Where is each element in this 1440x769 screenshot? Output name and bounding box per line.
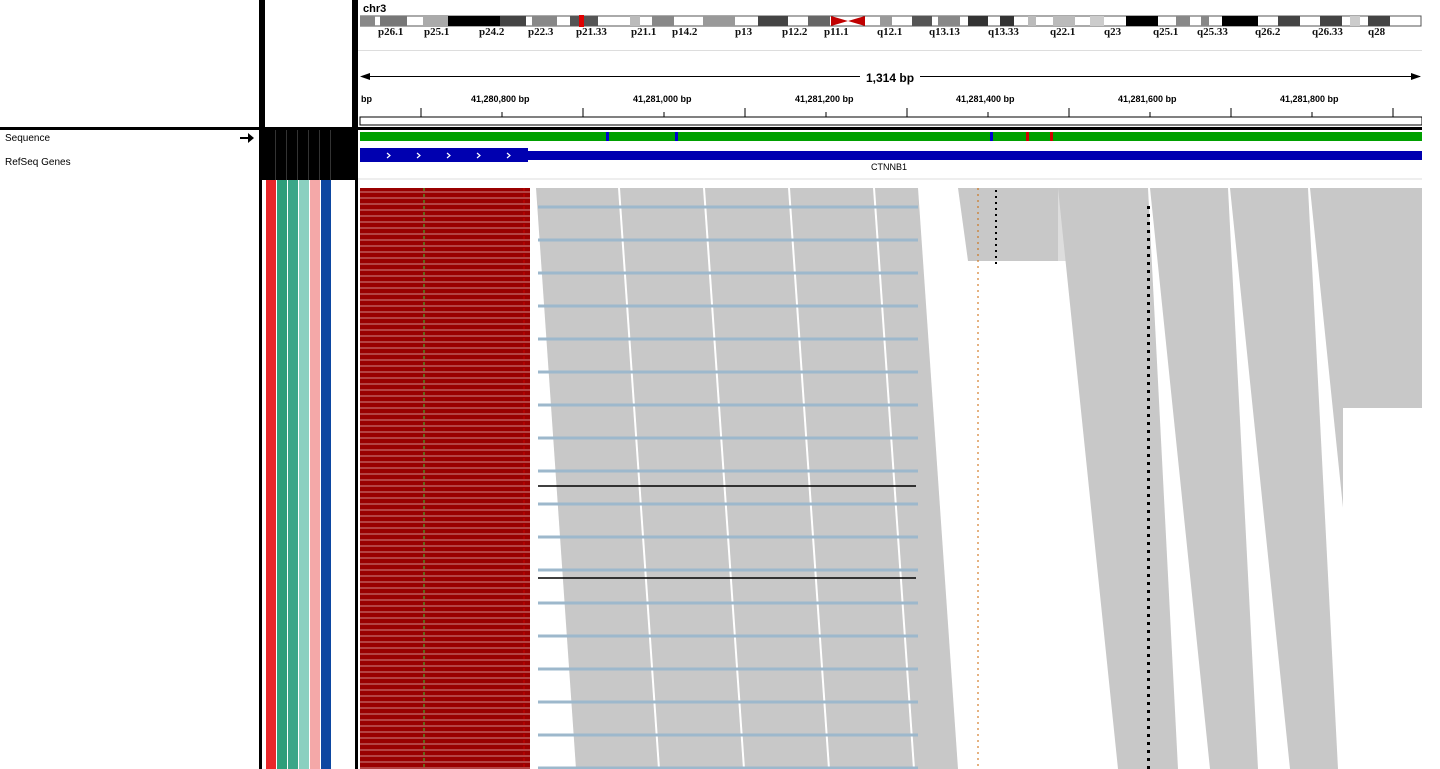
tick-label-6: 41,281,800 bp <box>1280 94 1339 104</box>
band-label: q26.2 <box>1255 26 1281 38</box>
header-separator <box>0 127 1440 130</box>
band-label: p21.33 <box>576 26 607 38</box>
band-label: q28 <box>1368 26 1386 38</box>
track-name-refseq-genes[interactable]: RefSeq Genes <box>5 157 71 168</box>
band-label: p24.2 <box>479 26 505 38</box>
gene-feature-ctnnb1 <box>360 151 1422 160</box>
right-margin <box>1422 0 1440 769</box>
attribute-panel-header <box>262 0 355 128</box>
sequence-track[interactable] <box>358 131 1422 142</box>
ruler-span-label: 1,314 bp <box>860 71 921 85</box>
attribute-column[interactable] <box>299 180 309 769</box>
attribute-column[interactable] <box>288 180 298 769</box>
band-label: p13 <box>735 26 753 38</box>
band-label: q23 <box>1104 26 1122 38</box>
band-label: q13.33 <box>988 26 1019 38</box>
refseq-gene-track[interactable] <box>358 146 1422 180</box>
band-label: p25.1 <box>424 26 450 38</box>
band-label: p14.2 <box>672 26 698 38</box>
tick-label-1: 41,280,800 bp <box>471 94 530 104</box>
strand-arrow-icon[interactable] <box>239 132 255 144</box>
current-region-marker <box>579 15 584 27</box>
attribute-column[interactable] <box>277 180 287 769</box>
band-label: p22.3 <box>528 26 554 38</box>
tick-label-5: 41,281,600 bp <box>1118 94 1177 104</box>
band-label: q26.33 <box>1312 26 1343 38</box>
attribute-column[interactable] <box>266 180 276 769</box>
gene-label[interactable]: CTNNB1 <box>871 162 908 172</box>
ruler-unit-label: bp <box>361 94 372 104</box>
tick-label-3: 41,281,200 bp <box>795 94 854 104</box>
tick-label-2: 41,281,000 bp <box>633 94 692 104</box>
attribute-column[interactable] <box>321 180 331 769</box>
ruler-ticks <box>359 108 1422 126</box>
name-attr-divider[interactable] <box>259 0 262 769</box>
band-label: q25.1 <box>1153 26 1179 38</box>
alignment-track[interactable] <box>358 186 1422 769</box>
track-name-sequence[interactable]: Sequence <box>5 133 51 144</box>
band-label: q22.1 <box>1050 26 1076 38</box>
band-label: q12.1 <box>877 26 903 38</box>
chromosome-ideogram[interactable] <box>360 15 1422 27</box>
chromosome-label: chr3 <box>363 3 387 15</box>
band-label: p12.2 <box>782 26 808 38</box>
attribute-column[interactable] <box>310 180 320 769</box>
tick-label-4: 41,281,400 bp <box>956 94 1015 104</box>
band-label: p21.1 <box>631 26 657 38</box>
attribute-column[interactable] <box>332 180 342 769</box>
name-panel-header <box>0 0 259 128</box>
band-label: p11.1 <box>824 26 849 38</box>
band-label: q25.33 <box>1197 26 1228 38</box>
band-label: p26.1 <box>378 26 404 38</box>
attr-data-divider[interactable] <box>355 0 358 769</box>
band-label: q13.13 <box>929 26 960 38</box>
